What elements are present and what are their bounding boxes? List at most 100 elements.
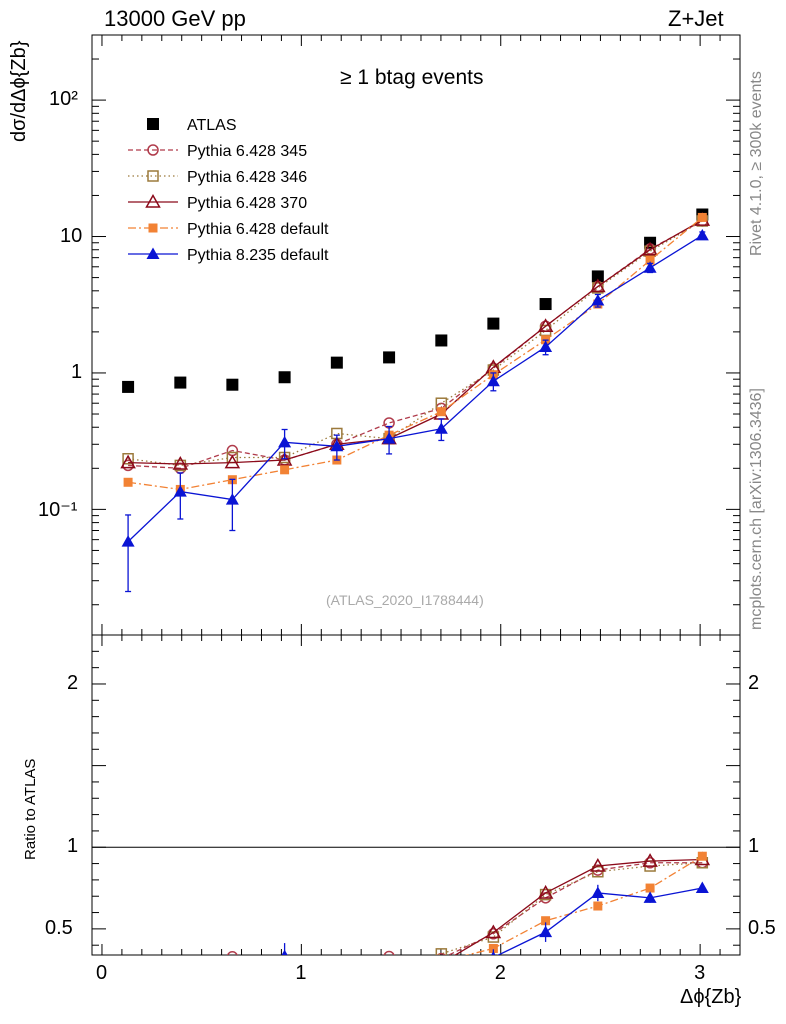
series-1-ratio-line bbox=[447, 862, 703, 955]
series-3-point bbox=[224, 454, 241, 469]
legend-entry-4-marker bbox=[148, 223, 158, 233]
legend-entry-4-label: Pythia 6.428 default bbox=[187, 221, 329, 238]
series-3-ratio-line bbox=[454, 858, 703, 955]
series-4-ratio-point bbox=[176, 979, 185, 988]
y-axis-label: dσ/dΔϕ{Zb} bbox=[8, 41, 109, 165]
series-4-point bbox=[436, 407, 446, 417]
y-tick-label: 1 bbox=[71, 360, 83, 383]
legend-entry-2-label: Pythia 6.428 346 bbox=[187, 169, 307, 186]
series-0-point bbox=[122, 380, 135, 393]
series-4-point bbox=[280, 465, 290, 475]
ratio-tick-label-right: 0.5 bbox=[748, 916, 776, 939]
legend-entry-5-marker bbox=[146, 247, 160, 259]
legend-entry-1-label: Pythia 6.428 345 bbox=[187, 143, 307, 160]
ratio-y-axis-label-text: Ratio to ATLAS bbox=[22, 758, 39, 860]
series-5-point bbox=[382, 432, 396, 444]
series-5-point bbox=[278, 435, 292, 448]
axis-ticks bbox=[92, 34, 741, 955]
x-tick-label: 2 bbox=[494, 962, 506, 984]
series-3-ratio-point bbox=[435, 957, 448, 969]
legend: ATLAS Pythia 6.428 345 Pythia 6.428 346 Pyt… bbox=[128, 117, 329, 264]
series-0-point bbox=[435, 334, 448, 347]
series-1-ratio-point bbox=[280, 965, 290, 975]
side-text-top: Rivet 4.1.0, ≥ 300k events bbox=[748, 71, 786, 274]
series-2-ratio-point bbox=[435, 948, 448, 955]
series-5-ratio-point bbox=[330, 964, 343, 976]
series-0-point bbox=[174, 376, 187, 389]
series-3-point bbox=[537, 318, 554, 332]
series-4-ratio-point bbox=[332, 975, 341, 984]
series-0-point bbox=[278, 371, 291, 384]
series-2-line bbox=[128, 220, 703, 467]
series-layer bbox=[120, 208, 711, 593]
x-tick-label: 1 bbox=[295, 962, 307, 984]
series-1-ratio-point bbox=[332, 964, 342, 974]
series-3-point bbox=[276, 452, 293, 466]
series-4-ratio-point bbox=[385, 962, 394, 971]
series-1-ratio-point bbox=[436, 952, 446, 955]
series-3-ratio-point bbox=[383, 963, 396, 975]
ratio-tick-label: 2 bbox=[67, 671, 79, 694]
series-5-ratio-point bbox=[643, 891, 657, 903]
series-2-ratio-point bbox=[332, 956, 342, 966]
series-5-ratio-point bbox=[539, 925, 553, 938]
x-tick-label: 0 bbox=[95, 962, 108, 984]
chart-title: ≥ 1 btag events bbox=[340, 66, 484, 89]
series-1-ratio-point bbox=[123, 962, 133, 972]
ratio-tick-label-right: 1 bbox=[748, 835, 760, 858]
series-4-ratio-point bbox=[488, 943, 498, 953]
series-3-point bbox=[642, 241, 658, 256]
y-tick-label: 10⁻¹ bbox=[38, 499, 78, 522]
series-5-point bbox=[643, 261, 657, 273]
series-5-ratio-point bbox=[226, 981, 239, 993]
watermark: (ATLAS_2020_I1788444) bbox=[326, 592, 484, 608]
series-5-ratio-point bbox=[383, 963, 396, 975]
series-4-point bbox=[697, 212, 707, 222]
y-tick-label: 10 bbox=[60, 224, 83, 247]
legend-entry-3-label: Pythia 6.428 370 bbox=[187, 195, 307, 212]
series-4-ratio-point bbox=[280, 972, 289, 981]
series-5-point bbox=[486, 374, 500, 387]
series-0-point bbox=[591, 270, 604, 283]
series-2-ratio-point bbox=[175, 965, 185, 975]
series-5-ratio-point bbox=[491, 950, 496, 955]
series-5-point bbox=[434, 422, 448, 434]
series-4-line bbox=[128, 216, 703, 491]
legend-entry-2-marker bbox=[147, 170, 159, 182]
series-5-point bbox=[225, 493, 239, 505]
series-2-ratio-point bbox=[384, 964, 394, 974]
series-3-point bbox=[120, 454, 136, 469]
series-5-point bbox=[173, 485, 187, 497]
series-1-line bbox=[128, 220, 703, 469]
series-0-point bbox=[383, 351, 396, 364]
series-5-point bbox=[695, 228, 709, 241]
series-4-ratio-point bbox=[228, 973, 237, 982]
series-4-point bbox=[645, 255, 655, 265]
series-3-ratio-point bbox=[278, 964, 291, 976]
series-1-ratio-point bbox=[175, 967, 185, 977]
series-3-ratio-point bbox=[485, 924, 502, 939]
ratio-series-layer bbox=[122, 851, 711, 1004]
side-text-bottom: mcplots.cern.ch [arXiv:1306.3436] bbox=[748, 388, 786, 648]
series-4-ratio-point bbox=[541, 916, 551, 926]
series-2-ratio-point bbox=[227, 958, 237, 968]
series-1-ratio-point bbox=[383, 950, 395, 955]
series-3-point bbox=[172, 455, 189, 470]
legend-entry-1-marker bbox=[147, 144, 159, 156]
series-4-ratio-point bbox=[124, 973, 133, 982]
ratio-y-axis-label: Ratio to ATLAS bbox=[22, 759, 123, 877]
series-5-ratio-line bbox=[496, 887, 703, 955]
series-4-ratio-point bbox=[593, 901, 603, 911]
series-0-point bbox=[539, 298, 552, 311]
series-5-ratio-point bbox=[281, 949, 288, 955]
series-3-ratio-point bbox=[226, 960, 239, 972]
series-4-ratio-point bbox=[697, 851, 707, 861]
side-text-bottom-text: mcplots.cern.ch [arXiv:1306.3436] bbox=[748, 388, 765, 630]
ratio-tick-label-right: 2 bbox=[748, 671, 760, 694]
series-5-ratio-point bbox=[122, 992, 135, 1004]
series-2-point bbox=[122, 453, 134, 465]
x-tick-label: 3 bbox=[694, 962, 706, 984]
series-2-ratio-line bbox=[435, 862, 703, 955]
ratio-tick-label: 0.5 bbox=[45, 916, 73, 939]
series-2-ratio-point bbox=[280, 963, 290, 973]
